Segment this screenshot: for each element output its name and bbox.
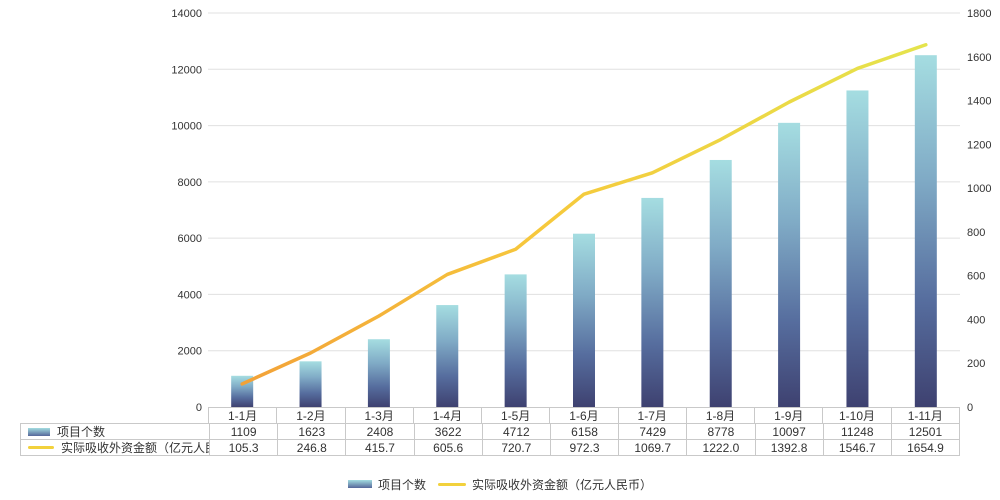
right-axis-tick-label: 600 (967, 271, 985, 283)
bar-1-6月 (573, 233, 595, 407)
left-axis-tick-label: 0 (196, 402, 202, 414)
bar-1-1月 (231, 375, 254, 407)
table-value-cell: 1109 (209, 424, 277, 439)
left-axis-tick-label: 12000 (171, 64, 202, 76)
table-value-cell: 11248 (822, 424, 891, 439)
bar-1-5月 (504, 274, 527, 407)
right-axis-tick-label: 1800 (967, 8, 991, 20)
table-row: 项目个数 1109 1623 2408 3622 4712 6158 7429 8778 1009… (20, 423, 960, 440)
chart-plot: 0 2000 4000 6000 8000 10000 12000 14000 0 200 400 6… (171, 8, 991, 414)
table-value-cell: 12501 (890, 424, 959, 439)
table-header-cell: 1-4月 (412, 408, 481, 423)
bar-1-3月 (367, 339, 390, 407)
table-header-cell: 1-6月 (549, 408, 617, 423)
chart-legend: 项目个数 实际吸收外资金额（亿元人民币） (0, 474, 1000, 494)
right-axis-tick-label: 200 (967, 358, 985, 370)
table-value-cell: 720.7 (481, 440, 550, 455)
legend-item-project-count[interactable]: 项目个数 (347, 476, 426, 493)
line-series-swatch-icon (28, 446, 54, 449)
legend-item-foreign-investment[interactable]: 实际吸收外资金额（亿元人民币） (438, 476, 652, 493)
legend-label-project-count: 项目个数 (377, 477, 426, 492)
bar-1-11月 (914, 55, 937, 407)
table-value-cell: 1392.8 (754, 440, 823, 455)
table-header-cell: 1-8月 (685, 408, 754, 423)
table-header-cell: 1-10月 (822, 408, 890, 423)
table-series-label: 实际吸收外资金额（亿元人民币） (21, 440, 209, 455)
right-axis-tick-label: 1400 (967, 96, 991, 108)
table-value-cell: 105.3 (209, 440, 277, 455)
series-name: 实际吸收外资金额（亿元人民币） (61, 441, 209, 455)
right-axis-tick-label: 800 (967, 227, 985, 239)
bar-1-10月 (846, 90, 869, 407)
right-axis-tick-label: 400 (967, 314, 985, 326)
table-value-cell: 246.8 (277, 440, 345, 455)
bar-1-2月 (299, 361, 322, 407)
table-header-cell: 1-2月 (276, 408, 344, 423)
table-series-label: 项目个数 (21, 424, 209, 439)
table-value-cell: 7429 (618, 424, 686, 439)
table-value-cell: 605.6 (413, 440, 482, 455)
table-value-cell: 4712 (481, 424, 550, 439)
table-header-cell: 1-11月 (890, 408, 959, 423)
left-axis-tick-label: 2000 (178, 346, 202, 358)
bar-1-9月 (778, 122, 801, 408)
bar-1-7月 (641, 197, 664, 407)
table-row: 1-1月 1-2月 1-3月 1-4月 1-5月 1-6月 1-7月 1-8月 1-9月 1-10… (208, 407, 960, 424)
table-value-cell: 1069.7 (618, 440, 686, 455)
bar-1-4月 (436, 305, 459, 407)
table-value-cell: 10097 (754, 424, 823, 439)
table-value-cell: 1222.0 (686, 440, 754, 455)
table-header-cell: 1-1月 (227, 409, 258, 423)
table-header-cell: 1-9月 (754, 408, 822, 423)
table-value-cell: 1623 (277, 424, 345, 439)
bar-1-8月 (709, 159, 732, 407)
table-value-cell: 2408 (345, 424, 413, 439)
left-axis-tick-label: 8000 (178, 177, 202, 189)
series-name: 项目个数 (57, 425, 106, 439)
line-series (240, 43, 928, 386)
legend-label-foreign-investment: 实际吸收外资金额（亿元人民币） (472, 477, 653, 492)
left-axis-tick-label: 14000 (171, 8, 202, 20)
table-value-cell: 1546.7 (822, 440, 891, 455)
table-row: 实际吸收外资金额（亿元人民币）105.3246.8415.7605.6720.7… (20, 439, 960, 456)
right-axis-tick-label: 1600 (967, 52, 991, 64)
table-value-cell: 415.7 (345, 440, 413, 455)
table-header-cell: 1-7月 (617, 408, 686, 423)
table-header-cell: 1-5月 (481, 408, 549, 423)
right-axis-tick-label: 1200 (967, 139, 991, 151)
line-series-swatch-icon (438, 482, 466, 486)
table-value-cell: 1654.9 (890, 440, 959, 455)
bar-series-swatch-icon (28, 427, 50, 436)
table-value-cell: 972.3 (549, 440, 618, 455)
left-axis-tick-label: 6000 (178, 233, 202, 245)
left-axis-tick-label: 10000 (171, 121, 202, 133)
left-axis-tick-label: 4000 (178, 289, 202, 301)
right-axis-tick-label: 0 (967, 402, 973, 414)
right-axis-tick-label: 1000 (967, 183, 991, 195)
table-value-cell: 6158 (549, 424, 618, 439)
table-value-cell: 3622 (413, 424, 482, 439)
table-header-cell: 1-3月 (344, 408, 413, 423)
table-value-cell: 8778 (686, 424, 754, 439)
bar-series-swatch-icon (347, 480, 372, 488)
